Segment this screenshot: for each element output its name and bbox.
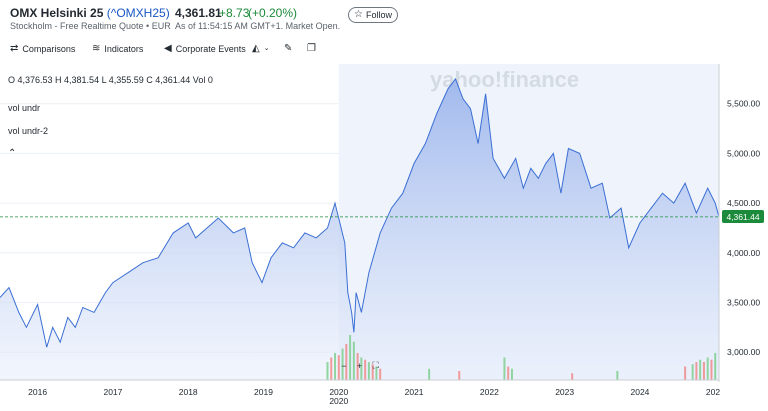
volume-bar: [326, 362, 329, 380]
volume-bar: [375, 366, 378, 380]
follow-label: Follow: [365, 10, 392, 20]
price-change-percent: (+0.20%): [248, 6, 298, 20]
x-tick-label: 2016: [28, 387, 47, 397]
price-change: +8.73: [219, 6, 250, 20]
volume-bar: [345, 344, 348, 380]
volume-bar: [367, 362, 370, 380]
volume-bar: [334, 353, 337, 380]
x-tick-label: 2022: [480, 387, 499, 397]
price-area: [0, 78, 719, 381]
y-tick-label: 4,500.00: [727, 198, 760, 208]
zoom-in-button[interactable]: +: [356, 360, 363, 371]
volume-bar: [702, 362, 705, 380]
copy-chart-button[interactable]: ❐: [307, 40, 316, 58]
compare-arrows-icon: ⇄: [10, 43, 19, 54]
mountain-chart-icon: ◭: [252, 43, 260, 54]
y-tick-label: 5,500.00: [727, 99, 760, 109]
zoom-controls: − + ⛶: [336, 359, 384, 372]
volume-bar: [364, 359, 367, 380]
price-line: [0, 77, 720, 348]
volume-bar: [371, 364, 374, 380]
y-tick-label: 3,500.00: [727, 297, 760, 307]
x-tick-label: 2024: [630, 387, 649, 397]
volume-bar: [691, 364, 694, 380]
x-tick-label: 202: [706, 387, 720, 397]
last-price-label: 4,361.44: [722, 210, 764, 224]
volume-bar: [714, 353, 717, 380]
volume-bar: [428, 368, 431, 380]
x-tick-label: 2020: [329, 396, 348, 406]
volume-bar: [695, 362, 698, 380]
corporate-events-label: Corporate Events: [175, 44, 246, 54]
x-tick-label: 2019: [254, 387, 273, 397]
quote-subtitle: Stockholm - Free Realtime Quote • EUR: [10, 21, 171, 31]
quote-timestamp: As of 11:54:15 AM GMT+1. Market Open.: [175, 21, 341, 31]
current-price: 4,361.81: [175, 6, 222, 20]
volume-bar: [684, 366, 687, 380]
y-tick-label: 4,000.00: [727, 248, 760, 258]
comparisons-button[interactable]: ⇄ Comparisons: [10, 40, 75, 58]
index-title: OMX Helsinki 25 (^OMXH25): [10, 6, 170, 20]
volume-bar: [337, 355, 340, 380]
star-icon: ☆: [354, 9, 363, 20]
x-tick-label: 2023: [555, 387, 574, 397]
indicators-label: Indicators: [104, 44, 144, 54]
x-tick-label: 2018: [179, 387, 198, 397]
volume-bar: [616, 371, 619, 380]
volume-bar: [379, 368, 382, 380]
indicators-button[interactable]: ≋ Indicators: [92, 40, 143, 58]
volume-bar: [330, 357, 333, 380]
volume-bar: [510, 368, 513, 380]
draw-button[interactable]: ✎: [284, 40, 292, 58]
volume-bar: [571, 373, 574, 380]
follow-button[interactable]: ☆ Follow: [348, 7, 398, 23]
volume-bar: [352, 341, 355, 380]
volume-bar: [503, 357, 506, 380]
volume-bar: [349, 335, 352, 380]
copy-icon: ❐: [307, 43, 316, 54]
indicators-icon: ≋: [92, 43, 101, 54]
x-tick-label: 2021: [405, 387, 424, 397]
volume-indicator-label-2[interactable]: vol undr-2: [8, 126, 49, 136]
y-tick-label: 5,000.00: [727, 148, 760, 158]
volume-bar: [356, 353, 359, 380]
comparisons-label: Comparisons: [22, 44, 76, 54]
corporate-events-button[interactable]: ◀ Corporate Events: [164, 40, 246, 58]
volume-bar: [458, 371, 461, 380]
megaphone-icon: ◀: [164, 43, 172, 54]
volume-bar: [710, 359, 713, 380]
pencil-icon: ✎: [284, 43, 293, 54]
volume-indicator-label[interactable]: vol undr: [8, 103, 41, 113]
y-tick-label: 3,000.00: [727, 347, 760, 357]
volume-bar: [360, 357, 363, 380]
chart-toolbar: ⇄ Comparisons ≋ Indicators ◀ Corporate E…: [0, 40, 768, 58]
chart-type-dropdown[interactable]: ◭ ⌄: [252, 40, 270, 58]
x-tick-label: 2017: [103, 387, 122, 397]
fullscreen-icon[interactable]: ⛶: [372, 360, 379, 370]
zoom-out-button[interactable]: −: [341, 360, 347, 371]
volume-bar: [699, 359, 702, 380]
ohlc-readout: O 4,376.53 H 4,381.54 L 4,355.59 C 4,361…: [8, 75, 213, 85]
index-symbol[interactable]: (^OMXH25): [106, 6, 170, 20]
x-tick-label: 2020: [329, 387, 348, 397]
chevron-down-icon: ⌄: [263, 45, 270, 52]
index-name: OMX Helsinki 25: [10, 6, 104, 20]
volume-bar: [507, 366, 510, 380]
volume-bar: [706, 357, 709, 380]
collapse-caret-icon[interactable]: ⌃: [8, 148, 17, 159]
volume-bar: [341, 348, 344, 380]
